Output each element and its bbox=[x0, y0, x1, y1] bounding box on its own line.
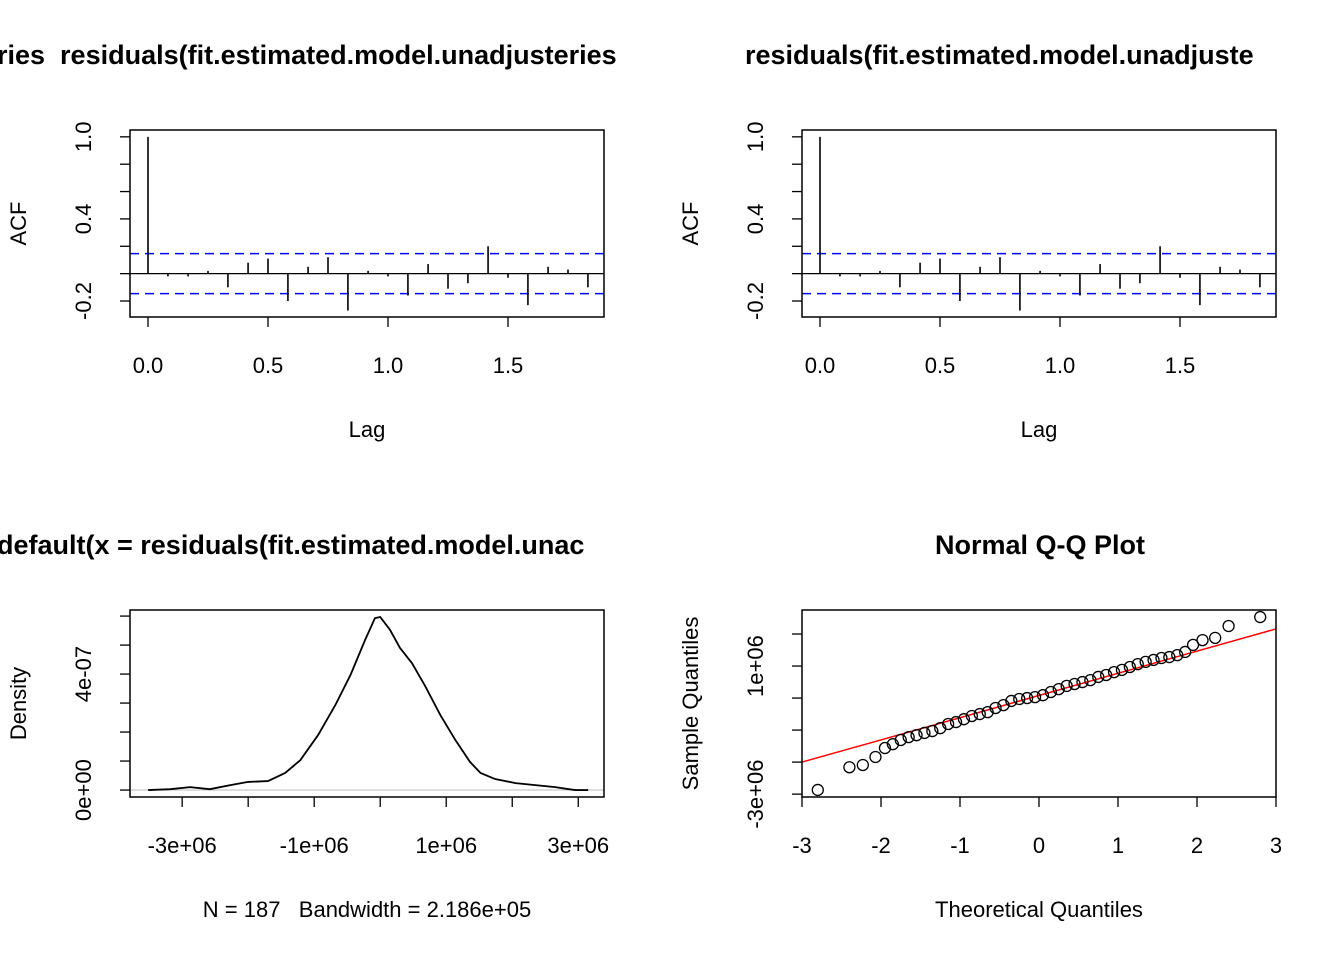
point bbox=[1179, 645, 1192, 659]
point bbox=[957, 713, 971, 726]
point bbox=[1209, 631, 1222, 645]
point bbox=[1123, 660, 1136, 674]
point bbox=[1005, 694, 1018, 708]
y-tick-label: 0.4 bbox=[71, 204, 96, 235]
point bbox=[1052, 682, 1065, 696]
x-tick-label: 3 bbox=[1270, 833, 1282, 858]
point bbox=[918, 726, 931, 740]
y-tick-label: -0.2 bbox=[743, 282, 768, 320]
point bbox=[894, 733, 907, 747]
point bbox=[1196, 633, 1209, 647]
x-tick-label: -2 bbox=[871, 833, 891, 858]
point bbox=[886, 738, 899, 751]
point bbox=[1044, 685, 1057, 699]
x-tick-label: 1.0 bbox=[373, 353, 404, 378]
point bbox=[1163, 650, 1176, 664]
y-tick-label: 1e+06 bbox=[743, 635, 768, 697]
x-tick-label: 0.0 bbox=[133, 353, 164, 378]
point bbox=[973, 707, 986, 721]
reference-line bbox=[801, 628, 1277, 763]
chart-title: Normal Q-Q Plot bbox=[935, 530, 1145, 560]
x-tick-label: 1.0 bbox=[1045, 353, 1076, 378]
point bbox=[843, 761, 856, 774]
y-tick-label: 0.4 bbox=[743, 204, 768, 235]
plot-box bbox=[801, 129, 1277, 318]
point bbox=[902, 730, 915, 744]
point bbox=[934, 722, 947, 735]
point bbox=[1147, 653, 1160, 667]
point bbox=[1100, 668, 1113, 682]
point bbox=[1028, 690, 1042, 704]
point bbox=[856, 758, 869, 772]
y-axis-label: Sample Quantiles bbox=[678, 617, 703, 791]
point bbox=[1013, 692, 1026, 706]
y-axis-label: Density bbox=[6, 667, 31, 740]
point bbox=[1171, 648, 1184, 662]
plot-box bbox=[129, 609, 605, 798]
point bbox=[1068, 677, 1081, 691]
x-tick-label: 1e+06 bbox=[415, 833, 477, 858]
point bbox=[878, 741, 892, 755]
point bbox=[1131, 657, 1144, 671]
point bbox=[997, 698, 1010, 712]
point bbox=[1254, 610, 1267, 624]
chart-title: default(x = residuals(fit.estimated.mode… bbox=[0, 530, 584, 560]
x-axis-label: Theoretical Quantiles bbox=[935, 897, 1143, 922]
y-tick-label: 1.0 bbox=[71, 122, 96, 153]
x-tick-label: 0.5 bbox=[253, 353, 284, 378]
point bbox=[949, 715, 963, 729]
point bbox=[1021, 691, 1034, 705]
point bbox=[1155, 651, 1168, 665]
y-tick-label: 4e-07 bbox=[71, 646, 96, 702]
point bbox=[965, 709, 978, 723]
y-tick-label: -0.2 bbox=[71, 282, 96, 320]
y-axis-label: ACF bbox=[678, 202, 703, 246]
x-tick-label: 1.5 bbox=[1165, 353, 1196, 378]
point bbox=[1084, 673, 1097, 687]
x-tick-label: 1 bbox=[1112, 833, 1124, 858]
x-axis-label: Lag bbox=[1021, 417, 1058, 442]
point bbox=[1115, 663, 1129, 677]
x-tick-label: -1 bbox=[950, 833, 970, 858]
point bbox=[926, 724, 939, 738]
x-tick-label: 0.0 bbox=[805, 353, 836, 378]
point bbox=[1036, 689, 1050, 702]
plot-box bbox=[801, 609, 1277, 798]
x-tick-label: -3e+06 bbox=[148, 833, 217, 858]
density-line bbox=[148, 615, 589, 791]
point bbox=[942, 717, 955, 731]
point bbox=[1092, 670, 1105, 684]
x-tick-label: -1e+06 bbox=[280, 833, 349, 858]
point bbox=[1222, 619, 1235, 633]
x-tick-label: -3 bbox=[792, 833, 812, 858]
point bbox=[811, 783, 824, 797]
plot-box bbox=[129, 129, 605, 318]
point bbox=[1186, 638, 1200, 652]
point bbox=[1107, 665, 1121, 679]
point bbox=[1076, 675, 1089, 689]
x-axis-label: Lag bbox=[349, 417, 386, 442]
y-axis-label: ACF bbox=[6, 202, 31, 246]
x-tick-label: 3e+06 bbox=[547, 833, 609, 858]
chart-title: residuals(fit.estimated.model.unadjuste bbox=[745, 40, 1254, 70]
point bbox=[981, 705, 994, 719]
x-tick-label: 0 bbox=[1033, 833, 1045, 858]
x-tick-label: 1.5 bbox=[493, 353, 524, 378]
point bbox=[989, 701, 1002, 715]
x-tick-label: 0.5 bbox=[925, 353, 956, 378]
y-tick-label: 1.0 bbox=[743, 122, 768, 153]
point bbox=[869, 750, 882, 764]
x-axis-label: N = 187 Bandwidth = 2.186e+05 bbox=[203, 897, 531, 922]
point bbox=[1060, 679, 1073, 693]
chart-title: ries residuals(fit.estimated.model.unadj… bbox=[0, 40, 617, 70]
point bbox=[910, 729, 923, 742]
x-tick-label: 2 bbox=[1191, 833, 1203, 858]
y-tick-label: 0e+00 bbox=[71, 759, 96, 821]
point bbox=[1139, 655, 1152, 669]
y-tick-label: -3e+06 bbox=[743, 760, 768, 829]
